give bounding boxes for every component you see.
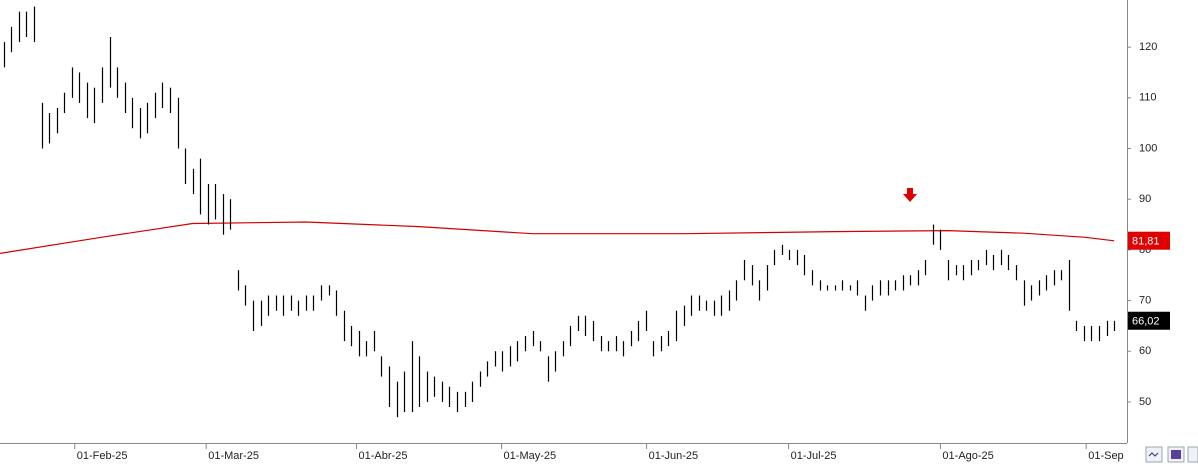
- y-tick-label: 70: [1139, 294, 1151, 306]
- last-value-label: 66,02: [1132, 316, 1160, 328]
- x-tick-label: 01-Abr-25: [359, 450, 408, 462]
- x-tick-label: 01-Ago-25: [942, 450, 993, 462]
- y-tick-label: 90: [1139, 193, 1151, 205]
- x-tick-label: 01-Feb-25: [77, 450, 128, 462]
- sell-arrow: [903, 188, 917, 202]
- last-value-box: [1128, 311, 1170, 330]
- moving-average: [0, 221, 1115, 254]
- y-tick-label: 120: [1139, 41, 1157, 53]
- more-button[interactable]: [1187, 446, 1198, 463]
- y-tick-label: 100: [1139, 142, 1157, 154]
- x-tick-label: 01-Mar-25: [208, 450, 259, 462]
- save-icon: [1171, 450, 1181, 459]
- tool-icon: [1148, 452, 1159, 457]
- last-value-box: [1128, 231, 1170, 250]
- y-tick-label: 110: [1139, 92, 1157, 104]
- y-tick-label: 60: [1139, 345, 1151, 357]
- toolbar: [1145, 446, 1198, 463]
- last-value-label: 81,81: [1132, 236, 1160, 248]
- y-tick-label: 50: [1139, 396, 1151, 408]
- x-tick-label: 01-Sep: [1088, 450, 1123, 462]
- x-tick-label: 01-Jun-25: [649, 450, 699, 462]
- x-tick-label: 01-May-25: [504, 450, 557, 462]
- signal-arrow: [903, 188, 917, 202]
- x-tick-label: 01-Jul-25: [791, 450, 837, 462]
